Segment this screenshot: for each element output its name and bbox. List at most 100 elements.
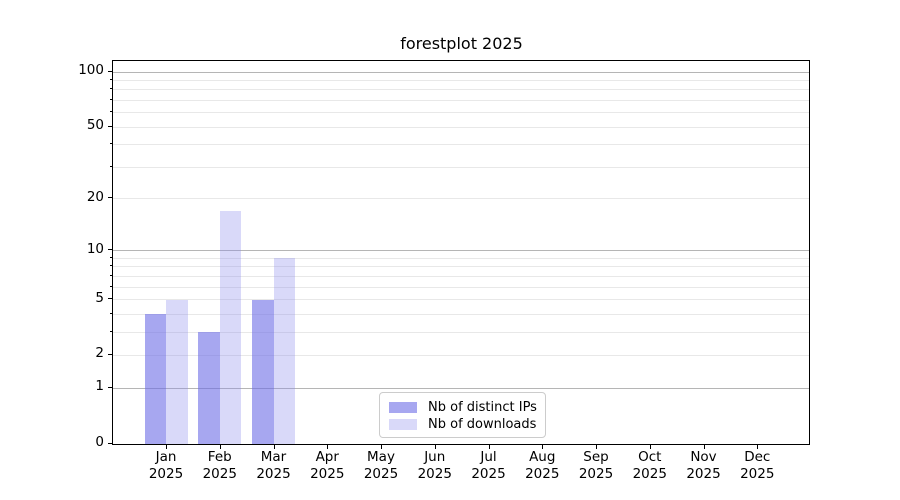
x-tick-label-line: Nov xyxy=(690,449,717,465)
x-tick-label-line: 2025 xyxy=(686,466,721,482)
y-tick-label: 20 xyxy=(86,188,104,205)
x-tick-label-line: Dec xyxy=(744,449,771,465)
y-tick-mark-minor xyxy=(110,256,112,258)
bar-downloads-jan xyxy=(166,299,188,444)
bar-distinct-ips-mar xyxy=(252,299,274,444)
y-tick-mark xyxy=(108,70,112,72)
y-tick-mark-minor xyxy=(110,99,112,101)
x-tick-label-line: Jun xyxy=(424,449,446,465)
y-tick-mark-minor xyxy=(110,88,112,90)
x-tick-mark xyxy=(703,445,705,449)
x-tick-label-line: May xyxy=(367,449,395,465)
gridline-minor xyxy=(113,166,809,168)
gridline-minor xyxy=(113,126,809,128)
chart-title: forestplot 2025 xyxy=(400,34,523,53)
x-tick-label-jun: Jun 2025 xyxy=(405,449,465,483)
legend-swatch-distinct-ips xyxy=(389,402,417,413)
y-tick-mark-minor xyxy=(110,111,112,113)
x-tick-mark xyxy=(219,445,221,449)
bar-distinct-ips-jan xyxy=(144,314,166,444)
gridline-minor xyxy=(113,144,809,146)
y-tick-mark xyxy=(108,197,112,199)
y-tick-mark-minor xyxy=(110,312,112,314)
x-tick-label-may: May 2025 xyxy=(351,449,411,483)
gridline-minor xyxy=(113,89,809,91)
plot-area xyxy=(112,60,810,445)
y-tick-label: 1 xyxy=(95,378,104,395)
y-tick-mark-minor xyxy=(110,265,112,267)
bar-downloads-mar xyxy=(273,258,295,444)
legend-row: Nb of downloads xyxy=(389,416,536,433)
x-tick-label-line: 2025 xyxy=(310,466,345,482)
x-tick-label-line: Sep xyxy=(583,449,609,465)
x-tick-label-line: 2025 xyxy=(363,466,399,482)
gridline-major xyxy=(113,71,809,73)
y-tick-label: 2 xyxy=(95,345,104,362)
x-tick-mark xyxy=(649,445,651,449)
y-tick-mark-minor xyxy=(110,274,112,276)
x-tick-label-apr: Apr 2025 xyxy=(297,449,357,483)
x-tick-label-line: Mar xyxy=(260,449,287,465)
x-tick-label-nov: Nov 2025 xyxy=(674,449,734,483)
x-tick-mark xyxy=(273,445,275,449)
x-tick-label-line: 2025 xyxy=(578,466,614,482)
x-tick-mark xyxy=(757,445,759,449)
x-tick-label-line: 2025 xyxy=(525,466,560,482)
x-tick-label-line: 2025 xyxy=(471,466,506,482)
x-tick-label-line: Jul xyxy=(480,449,497,465)
y-tick-mark-minor xyxy=(110,143,112,145)
x-tick-mark xyxy=(488,445,490,449)
gridline-minor xyxy=(113,275,809,277)
y-tick-mark xyxy=(108,125,112,127)
x-tick-mark xyxy=(434,445,436,449)
x-tick-mark xyxy=(381,445,382,449)
y-tick-mark-minor xyxy=(110,285,112,287)
gridline-minor xyxy=(113,266,809,268)
gridline-minor xyxy=(113,112,809,114)
x-tick-label-feb: Feb 2025 xyxy=(190,449,250,483)
x-tick-label-dec: Dec 2025 xyxy=(727,449,787,483)
y-tick-mark xyxy=(108,386,112,388)
legend-row: Nb of distinct IPs xyxy=(389,399,537,416)
x-tick-label-line: Feb xyxy=(207,449,232,465)
gridline-minor xyxy=(113,286,809,288)
x-tick-label-sep: Sep 2025 xyxy=(566,449,626,483)
gridline-minor xyxy=(113,354,809,356)
x-tick-mark xyxy=(542,445,544,449)
y-tick-mark-minor xyxy=(110,330,112,332)
y-tick-mark xyxy=(108,353,112,355)
gridline-major xyxy=(113,250,809,252)
legend-label: Nb of distinct IPs xyxy=(428,400,537,415)
x-tick-mark xyxy=(596,445,597,449)
y-tick-mark xyxy=(108,442,112,444)
gridline-minor xyxy=(113,257,809,259)
y-tick-label: 0 xyxy=(95,434,104,450)
gridline-major xyxy=(113,387,809,389)
bar-distinct-ips-feb xyxy=(198,332,220,444)
x-tick-mark xyxy=(166,445,167,449)
gridline-minor xyxy=(113,198,809,200)
legend: Nb of distinct IPs Nb of downloads xyxy=(379,392,546,438)
x-tick-label-line: 2025 xyxy=(632,466,667,482)
x-tick-label-line: 2025 xyxy=(417,466,452,482)
x-tick-label-line: 2025 xyxy=(202,466,237,482)
x-tick-label-mar: Mar 2025 xyxy=(244,449,304,483)
y-tick-mark xyxy=(108,249,112,251)
bar-downloads-feb xyxy=(219,211,242,444)
legend-label: Nb of downloads xyxy=(428,417,537,432)
x-tick-label-aug: Aug 2025 xyxy=(512,449,572,483)
legend-swatch-downloads xyxy=(389,419,417,430)
x-tick-label-line: 2025 xyxy=(740,466,775,482)
y-tick-mark xyxy=(108,298,112,300)
x-tick-label-oct: Oct 2025 xyxy=(620,449,680,483)
x-tick-label-line: Jan xyxy=(155,449,177,465)
x-tick-label-line: Aug xyxy=(529,449,556,465)
y-tick-label: 50 xyxy=(86,117,104,134)
x-tick-label-line: 2025 xyxy=(256,466,291,482)
gridline-minor xyxy=(113,331,809,333)
gridline-minor xyxy=(113,80,809,82)
y-tick-label: 5 xyxy=(95,289,104,306)
x-tick-label-line: Apr xyxy=(315,449,339,465)
y-tick-mark-minor xyxy=(110,165,112,167)
